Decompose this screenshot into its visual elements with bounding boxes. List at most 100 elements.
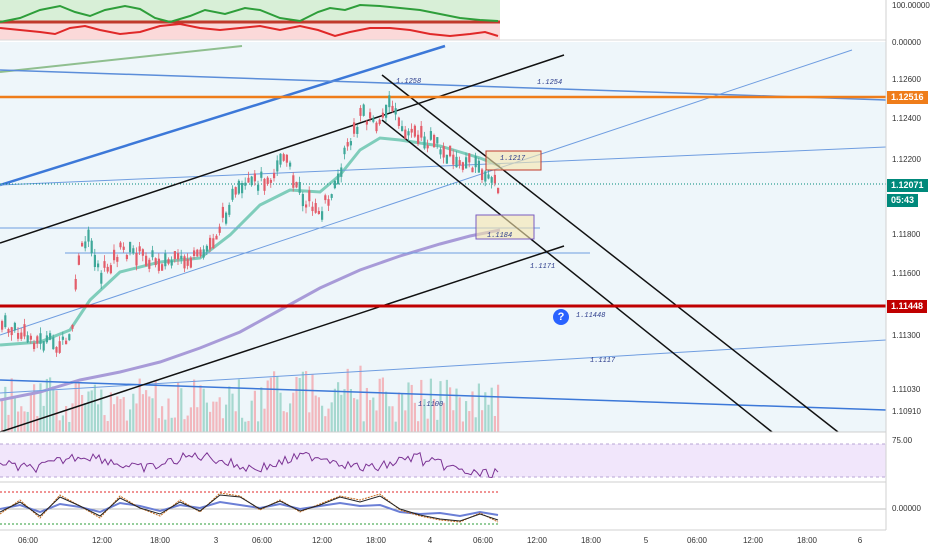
- volume-bar: [353, 398, 356, 432]
- volume-bar: [39, 383, 42, 432]
- volume-bar: [45, 378, 48, 432]
- candle-body: [196, 249, 199, 257]
- volume-bar: [93, 384, 96, 432]
- candle-body: [375, 122, 378, 132]
- resistance-price-badge: 1.12516: [887, 91, 928, 104]
- volume-bar: [317, 397, 320, 432]
- top-indicator-pane: [0, 0, 886, 41]
- candle-body: [484, 171, 487, 182]
- candle-body: [218, 226, 221, 233]
- volume-bar: [346, 368, 349, 432]
- price-tick: 1.12600: [892, 75, 921, 84]
- price-tick: 1.11030: [892, 385, 921, 394]
- candle-body: [433, 135, 436, 148]
- candle-body: [183, 256, 186, 269]
- price-tick: 1.12400: [892, 114, 921, 123]
- volume-bar: [340, 394, 343, 432]
- volume-bar: [365, 387, 368, 432]
- price-axis[interactable]: 100.00000 0.00000 1.12600 1.12400 1.1220…: [885, 0, 930, 530]
- volume-bar: [177, 382, 180, 432]
- candle-body: [225, 212, 228, 224]
- price-tick: 1.11300: [892, 331, 921, 340]
- candle-body: [276, 160, 279, 172]
- volume-bar: [461, 421, 464, 432]
- candle-body: [426, 145, 429, 149]
- volume-bar: [477, 383, 480, 432]
- time-label: 18:00: [366, 536, 387, 545]
- volume-bar: [391, 406, 394, 432]
- candle-body: [167, 259, 170, 264]
- candle-body: [93, 254, 96, 268]
- volume-bar: [279, 392, 282, 432]
- main-price-pane[interactable]: 1.1258 1.1254 1.1217 1.1184 1.1171 1.114…: [0, 42, 887, 433]
- volume-bar: [487, 404, 490, 432]
- volume-bar: [97, 404, 100, 432]
- candle-body: [154, 258, 157, 266]
- candle-body: [49, 333, 52, 340]
- volume-bar: [42, 405, 45, 432]
- candle-body: [13, 322, 16, 331]
- time-label: 06:00: [687, 536, 708, 545]
- volume-bar: [36, 416, 39, 432]
- volume-bar: [183, 419, 186, 432]
- countdown-badge: 05:43: [887, 194, 919, 207]
- candle-body: [308, 190, 311, 202]
- label-1184: 1.1184: [487, 232, 512, 240]
- volume-bar: [385, 391, 388, 432]
- candle-body: [106, 266, 109, 272]
- volume-bar: [228, 386, 231, 432]
- volume-bar: [17, 411, 20, 432]
- volume-bar: [474, 417, 477, 432]
- volume-bar: [145, 390, 148, 432]
- volume-bar: [180, 388, 183, 432]
- volume-bar: [263, 408, 266, 432]
- candle-body: [23, 324, 26, 337]
- volume-bar: [330, 402, 333, 432]
- volume-bar: [90, 390, 93, 432]
- candle-body: [129, 241, 132, 253]
- label-1217: 1.1217: [500, 155, 526, 163]
- volume-bar: [282, 411, 285, 432]
- time-label: 3: [214, 536, 219, 545]
- time-axis[interactable]: 06:00 12:00 18:00 3 06:00 12:00 18:00 4 06:00 12:…: [0, 529, 886, 545]
- question-mark-icon[interactable]: ?: [553, 309, 569, 325]
- price-tick: 1.10910: [892, 407, 921, 416]
- candle-body: [452, 154, 455, 165]
- volume-bar: [404, 410, 407, 432]
- candle-body: [42, 341, 45, 351]
- blue-descending-line-1254: [0, 69, 887, 101]
- volume-bar: [375, 410, 378, 432]
- volume-bar: [490, 387, 493, 432]
- volume-bar: [301, 371, 304, 432]
- candle-body: [317, 210, 320, 215]
- candle-body: [465, 157, 468, 169]
- time-label: 06:00: [18, 536, 39, 545]
- volume-bar: [292, 392, 295, 432]
- volume-bar: [151, 398, 154, 432]
- volume-bar: [401, 393, 404, 432]
- volume-bar: [429, 378, 432, 432]
- candle-body: [97, 263, 100, 268]
- volume-bar: [1, 399, 4, 432]
- time-label: 12:00: [312, 536, 333, 545]
- candle-body: [58, 341, 61, 353]
- volume-bar: [173, 417, 176, 432]
- candle-body: [10, 327, 13, 336]
- volume-bar: [74, 380, 77, 432]
- volume-bar: [65, 405, 68, 432]
- volume-bar: [452, 410, 455, 432]
- osc-orange-line: [0, 492, 499, 523]
- candle-body: [164, 253, 167, 267]
- candle-body: [301, 194, 304, 207]
- volume-bar: [394, 421, 397, 432]
- candle-body: [212, 238, 215, 249]
- candle-body: [4, 315, 7, 328]
- volume-bar: [141, 394, 144, 432]
- candle-body: [429, 131, 432, 140]
- volume-bar: [196, 407, 199, 432]
- label-1254: 1.1254: [537, 79, 562, 87]
- candle-body: [295, 181, 298, 188]
- fast-moving-average: [0, 136, 501, 347]
- candle-body: [442, 146, 445, 158]
